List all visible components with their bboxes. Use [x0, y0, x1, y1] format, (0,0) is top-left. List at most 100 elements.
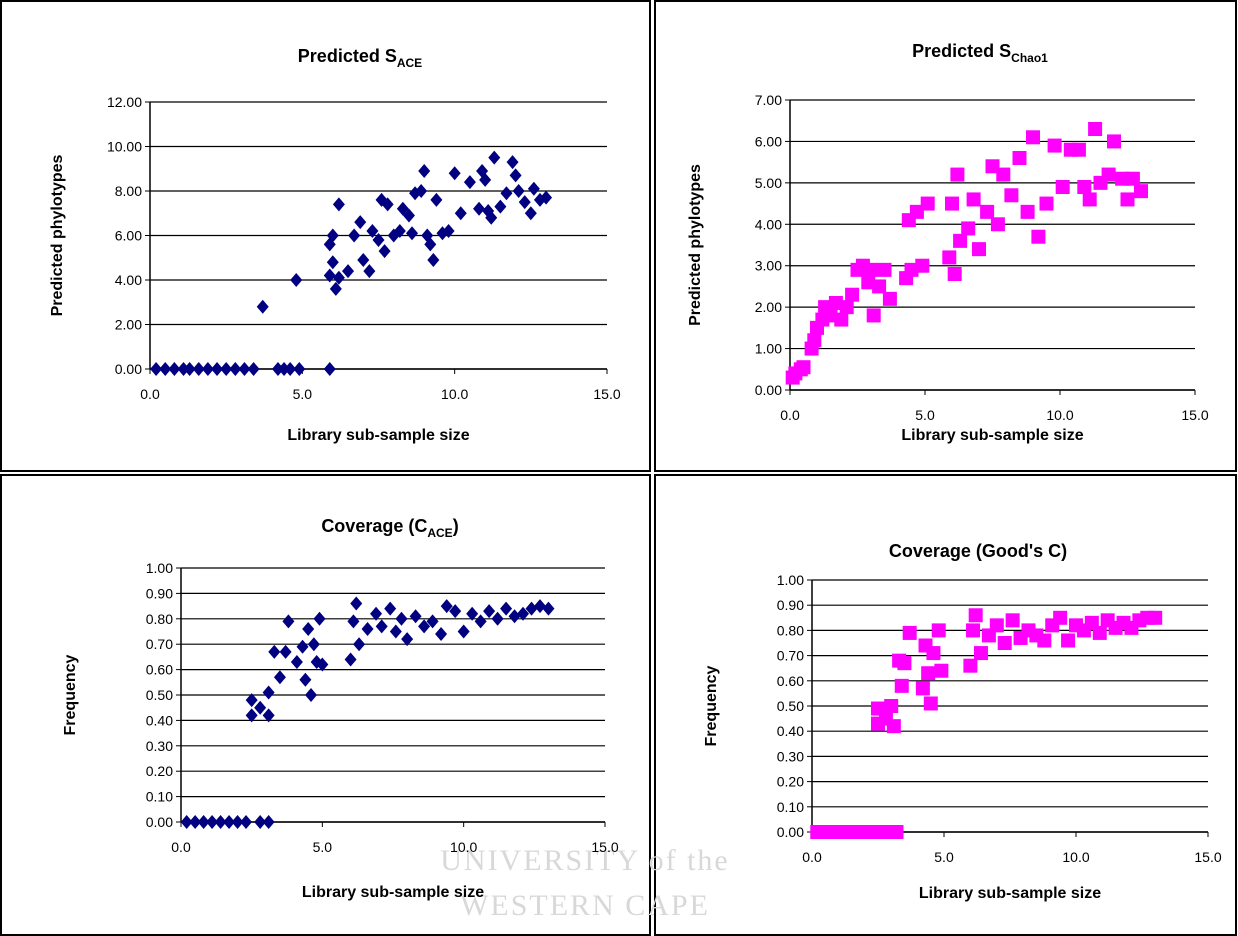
point	[519, 195, 531, 209]
point	[354, 215, 366, 229]
point	[921, 666, 935, 680]
y-tick-label: 1.00	[777, 572, 804, 588]
point	[362, 622, 374, 636]
title-subscript: ACE	[397, 56, 422, 70]
chart-title: Coverage (CACE)	[321, 516, 458, 540]
title-part: Predicted S	[912, 41, 1011, 61]
x-axis-label: Library sub-sample size	[302, 884, 484, 901]
point	[1013, 151, 1027, 165]
y-tick-label: 1.00	[755, 341, 782, 357]
chart-title: Predicted SChao1	[912, 41, 1048, 65]
point	[872, 279, 886, 293]
point	[492, 612, 504, 626]
x-axis-label: Library sub-sample size	[287, 427, 469, 444]
y-tick-label: 12.00	[107, 94, 142, 110]
x-tick-label: 10.0	[1046, 407, 1073, 423]
point	[1061, 633, 1075, 647]
y-tick-label: 0.90	[777, 597, 804, 613]
point	[418, 164, 430, 178]
x-tick-label: 15.0	[1194, 849, 1221, 865]
point	[350, 597, 362, 611]
point	[458, 625, 470, 639]
y-axis-label: Predicted phylotypes	[49, 154, 66, 316]
figure: UNIVERSITY of the WESTERN CAPE Predicted…	[0, 0, 1238, 936]
x-tick-label: 10.0	[1062, 849, 1089, 865]
point	[357, 253, 369, 267]
point	[297, 640, 309, 654]
point	[1148, 611, 1162, 625]
point	[942, 250, 956, 264]
point	[1077, 180, 1091, 194]
title-part: Coverage (C	[321, 516, 427, 536]
point	[534, 599, 546, 613]
point	[353, 637, 365, 651]
y-tick-label: 4.00	[115, 272, 142, 288]
point	[430, 193, 442, 207]
y-axis-label: Predicted phylotypes	[687, 164, 704, 326]
x-tick-label: 15.0	[1181, 407, 1208, 423]
point	[473, 202, 485, 216]
point	[926, 646, 940, 660]
point	[945, 197, 959, 211]
y-tick-label: 6.00	[755, 133, 782, 149]
point	[1126, 172, 1140, 186]
point	[1053, 611, 1067, 625]
point	[542, 602, 554, 616]
point	[348, 229, 360, 243]
y-tick-label: 0.50	[146, 687, 173, 703]
point	[950, 168, 964, 182]
y-tick-label: 0.40	[777, 723, 804, 739]
point	[464, 175, 476, 189]
point	[282, 614, 294, 628]
point	[291, 655, 303, 669]
point	[1121, 192, 1135, 206]
point	[797, 360, 811, 374]
point	[840, 300, 854, 314]
point	[867, 308, 881, 322]
point	[1037, 633, 1051, 647]
y-tick-label: 0.80	[777, 622, 804, 638]
point	[1072, 143, 1086, 157]
point	[327, 255, 339, 269]
point	[1048, 139, 1062, 153]
point	[406, 226, 418, 240]
x-axis-label: Library sub-sample size	[919, 885, 1101, 902]
chart-title: Coverage (Good's C)	[889, 541, 1067, 561]
point	[974, 646, 988, 660]
point	[308, 637, 320, 651]
y-tick-label: 0.90	[146, 585, 173, 601]
point	[384, 602, 396, 616]
point	[488, 151, 500, 165]
point	[257, 300, 269, 314]
point	[807, 333, 821, 347]
point	[333, 271, 345, 285]
point	[1056, 180, 1070, 194]
watermark: UNIVERSITY of the	[440, 844, 730, 877]
x-tick-label: 0.0	[171, 839, 191, 855]
point	[963, 659, 977, 673]
point	[254, 701, 266, 715]
y-tick-label: 0.20	[146, 763, 173, 779]
point	[1088, 122, 1102, 136]
x-tick-label: 0.0	[780, 407, 800, 423]
point	[324, 362, 336, 376]
y-tick-label: 0.00	[146, 814, 173, 830]
point	[1040, 197, 1054, 211]
title-part: Predicted S	[298, 46, 397, 66]
point	[990, 618, 1004, 632]
point	[1083, 192, 1097, 206]
point	[953, 234, 967, 248]
y-tick-label: 0.30	[777, 748, 804, 764]
point	[864, 263, 878, 277]
x-tick-label: 10.0	[441, 386, 468, 402]
point	[895, 679, 909, 693]
point	[333, 197, 345, 211]
point	[1107, 134, 1121, 148]
point	[455, 206, 467, 220]
point	[1134, 184, 1148, 198]
point	[509, 609, 521, 623]
y-tick-label: 7.00	[755, 92, 782, 108]
point	[449, 166, 461, 180]
y-tick-label: 0.60	[777, 673, 804, 689]
point	[932, 623, 946, 637]
